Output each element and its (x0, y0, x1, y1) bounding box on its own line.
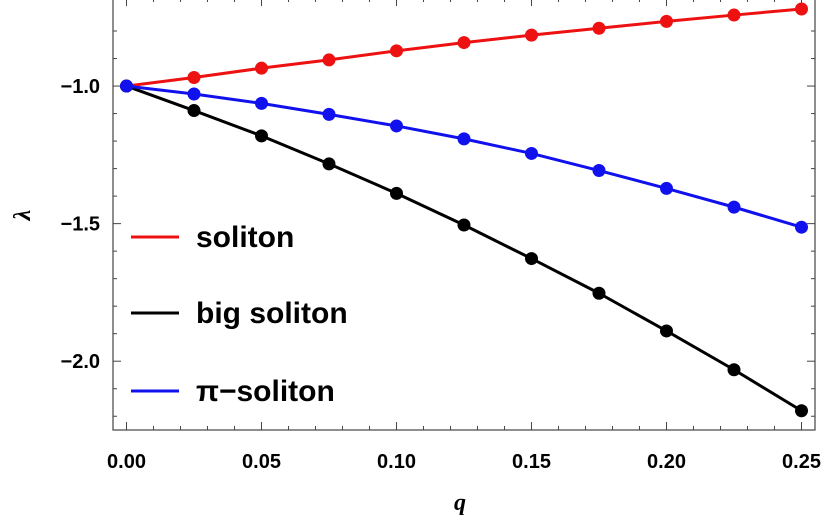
legend-label: π−soliton (196, 375, 335, 408)
x-tick-label: 0.15 (512, 451, 551, 473)
x-axis-title: q (454, 490, 466, 516)
x-tick-label: 0.20 (647, 451, 686, 473)
legend: soliton big soliton π−soliton (131, 221, 348, 408)
legend-label: soliton (196, 221, 294, 254)
data-point (390, 44, 403, 58)
data-point (120, 79, 133, 93)
x-tick-label: 0.00 (107, 451, 146, 473)
tick-marks (113, 0, 815, 430)
data-point (525, 146, 538, 160)
data-point (592, 164, 606, 178)
data-point (255, 129, 268, 143)
series-group (120, 2, 808, 418)
x-tick-labels: 0.00 0.05 0.10 0.15 0.20 0.25 (107, 451, 821, 473)
data-point (525, 28, 538, 42)
data-point (322, 107, 336, 121)
data-point (727, 200, 741, 214)
data-point (457, 132, 471, 146)
y-tick-label: −2.0 (61, 351, 100, 373)
legend-label: big soliton (196, 297, 348, 330)
y-tick-label: −1.5 (61, 214, 100, 236)
data-point (795, 2, 808, 16)
data-point (795, 220, 808, 234)
data-point (187, 71, 201, 85)
data-point (592, 286, 606, 300)
data-point (322, 53, 336, 67)
x-tick-label: 0.05 (242, 451, 281, 473)
series-line-2 (126, 84, 802, 229)
data-point (592, 21, 606, 35)
data-point (660, 14, 673, 28)
data-point (255, 96, 268, 110)
data-point (390, 186, 403, 200)
plot-frame (112, 0, 816, 431)
x-tick-label: 0.25 (782, 451, 821, 473)
data-point (255, 61, 268, 75)
data-point (457, 218, 471, 232)
data-point (727, 8, 741, 22)
data-point (187, 104, 201, 118)
y-axis-title: λ (10, 209, 36, 221)
data-point (457, 36, 471, 50)
data-point (795, 404, 808, 418)
data-point (390, 119, 403, 133)
data-point (727, 363, 741, 377)
x-tick-label: 0.10 (377, 451, 416, 473)
data-point (525, 252, 538, 266)
data-point (660, 324, 673, 338)
data-point (660, 181, 673, 195)
y-tick-labels: −2.0 −1.5 −1.0 (61, 76, 100, 373)
data-point (322, 157, 336, 171)
data-point (187, 87, 201, 101)
y-tick-label: −1.0 (61, 76, 100, 98)
